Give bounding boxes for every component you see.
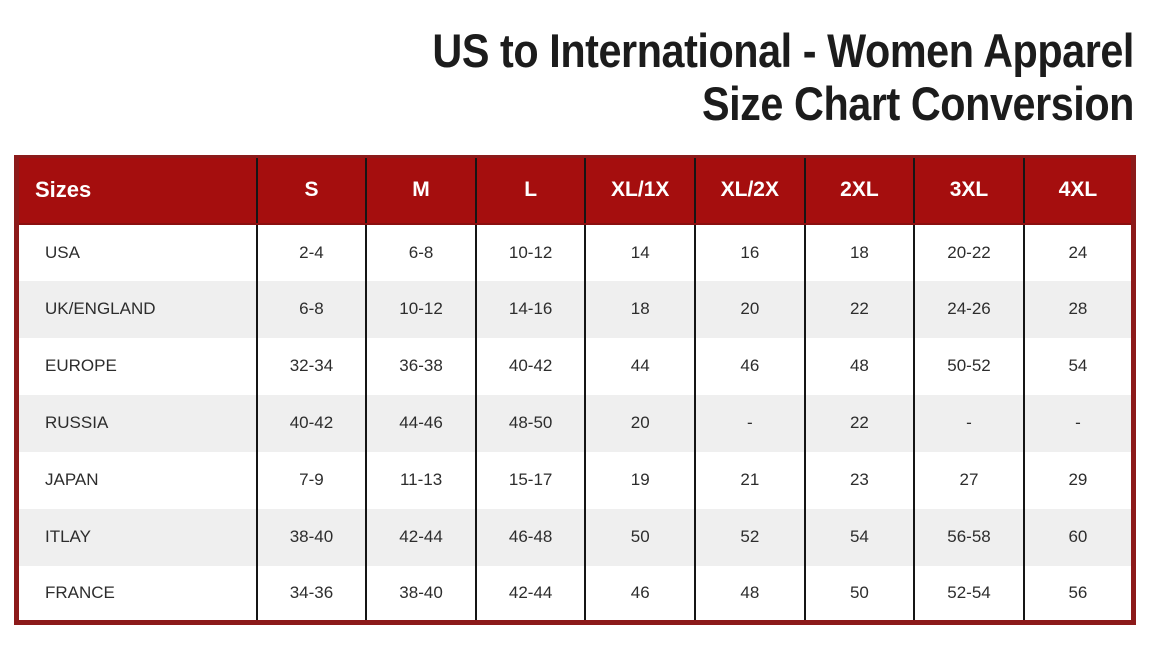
size-value-cell: 50-52 [913, 337, 1024, 395]
size-value-cell: 44 [584, 337, 696, 395]
size-value-cell: 14-16 [474, 280, 586, 338]
size-value-cell: 28 [1022, 280, 1134, 338]
page-title: US to International - Women Apparel Size… [0, 24, 1134, 130]
size-value-cell: 46 [694, 337, 805, 395]
size-chart-header: Sizes S M L XL/1X XL/2X 2XL 3XL 4XL [16, 156, 1134, 225]
size-value-cell: 36-38 [365, 337, 476, 395]
size-value-cell: 23 [803, 451, 915, 509]
column-header-2xl: 2XL [803, 156, 915, 225]
table-row-japan: JAPAN 7-9 11-13 15-17 19 21 23 27 29 [16, 451, 1134, 509]
size-value-cell: 20-22 [913, 223, 1024, 281]
size-value-cell: 32-34 [255, 337, 367, 395]
size-value-cell: 7-9 [255, 451, 367, 509]
size-value-cell: 16 [694, 223, 805, 281]
size-value-cell: 40-42 [474, 337, 586, 395]
header-row: Sizes S M L XL/1X XL/2X 2XL 3XL 4XL [16, 156, 1134, 225]
size-value-cell: 48 [694, 565, 805, 623]
size-value-cell: 50 [584, 508, 696, 566]
table-row-france: FRANCE 34-36 38-40 42-44 46 48 50 52-54 56 [16, 565, 1134, 623]
table-row-europe: EUROPE 32-34 36-38 40-42 44 46 48 50-52 54 [16, 337, 1134, 395]
size-value-cell: 14 [584, 223, 696, 281]
region-label: ITLAY [16, 508, 257, 566]
size-chart-body: USA 2-4 6-8 10-12 14 16 18 20-22 24 UK/ENGLAND 6-8… [16, 223, 1134, 623]
size-value-cell: 10-12 [474, 223, 586, 281]
size-value-cell: 56 [1022, 565, 1134, 623]
size-value-cell: 6-8 [255, 280, 367, 338]
size-value-cell: 48 [803, 337, 915, 395]
size-chart-table: Sizes S M L XL/1X XL/2X 2XL 3XL 4XL USA 2-4 6-8 10-… [14, 155, 1136, 625]
size-value-cell: 20 [694, 280, 805, 338]
size-value-cell: - [1022, 394, 1134, 452]
region-label: UK/ENGLAND [16, 280, 257, 338]
size-value-cell: 50 [803, 565, 915, 623]
size-value-cell: 52 [694, 508, 805, 566]
size-value-cell: 48-50 [474, 394, 586, 452]
column-header-xl-2x: XL/2X [694, 156, 805, 225]
size-value-cell: 38-40 [365, 565, 476, 623]
page-title-line-1: US to International - Women Apparel [432, 24, 1134, 77]
size-value-cell: 21 [694, 451, 805, 509]
size-value-cell: 22 [803, 394, 915, 452]
size-value-cell: 24-26 [913, 280, 1024, 338]
size-value-cell: 18 [584, 280, 696, 338]
column-header-4xl: 4XL [1022, 156, 1134, 225]
table-row-itlay: ITLAY 38-40 42-44 46-48 50 52 54 56-58 60 [16, 508, 1134, 566]
region-label: USA [16, 223, 257, 281]
region-label: RUSSIA [16, 394, 257, 452]
size-value-cell: 56-58 [913, 508, 1024, 566]
size-value-cell: 27 [913, 451, 1024, 509]
size-value-cell: 22 [803, 280, 915, 338]
size-value-cell: 34-36 [255, 565, 367, 623]
column-header-l: L [474, 156, 586, 225]
size-value-cell: 60 [1022, 508, 1134, 566]
column-header-sizes: Sizes [16, 156, 257, 225]
size-value-cell: 52-54 [913, 565, 1024, 623]
column-header-xl-1x: XL/1X [584, 156, 696, 225]
size-value-cell: 40-42 [255, 394, 367, 452]
table-row-uk-england: UK/ENGLAND 6-8 10-12 14-16 18 20 22 24-26 28 [16, 280, 1134, 338]
size-value-cell: 2-4 [255, 223, 367, 281]
table-row-usa: USA 2-4 6-8 10-12 14 16 18 20-22 24 [16, 223, 1134, 281]
region-label: EUROPE [16, 337, 257, 395]
size-value-cell: - [694, 394, 805, 452]
size-value-cell: 29 [1022, 451, 1134, 509]
size-value-cell: 10-12 [365, 280, 476, 338]
size-value-cell: 6-8 [365, 223, 476, 281]
column-header-3xl: 3XL [913, 156, 1024, 225]
size-value-cell: 46 [584, 565, 696, 623]
size-value-cell: - [913, 394, 1024, 452]
size-value-cell: 18 [803, 223, 915, 281]
column-header-m: M [365, 156, 476, 225]
column-header-s: S [255, 156, 367, 225]
size-value-cell: 42-44 [365, 508, 476, 566]
size-value-cell: 38-40 [255, 508, 367, 566]
page-title-line-2: Size Chart Conversion [701, 77, 1134, 130]
size-value-cell: 24 [1022, 223, 1134, 281]
size-value-cell: 15-17 [474, 451, 586, 509]
region-label: JAPAN [16, 451, 257, 509]
size-value-cell: 42-44 [474, 565, 586, 623]
region-label: FRANCE [16, 565, 257, 623]
size-value-cell: 46-48 [474, 508, 586, 566]
size-value-cell: 44-46 [365, 394, 476, 452]
size-value-cell: 20 [584, 394, 696, 452]
size-value-cell: 54 [1022, 337, 1134, 395]
size-value-cell: 19 [584, 451, 696, 509]
size-value-cell: 54 [803, 508, 915, 566]
table-row-russia: RUSSIA 40-42 44-46 48-50 20-22- - [16, 394, 1134, 452]
size-value-cell: 11-13 [365, 451, 476, 509]
